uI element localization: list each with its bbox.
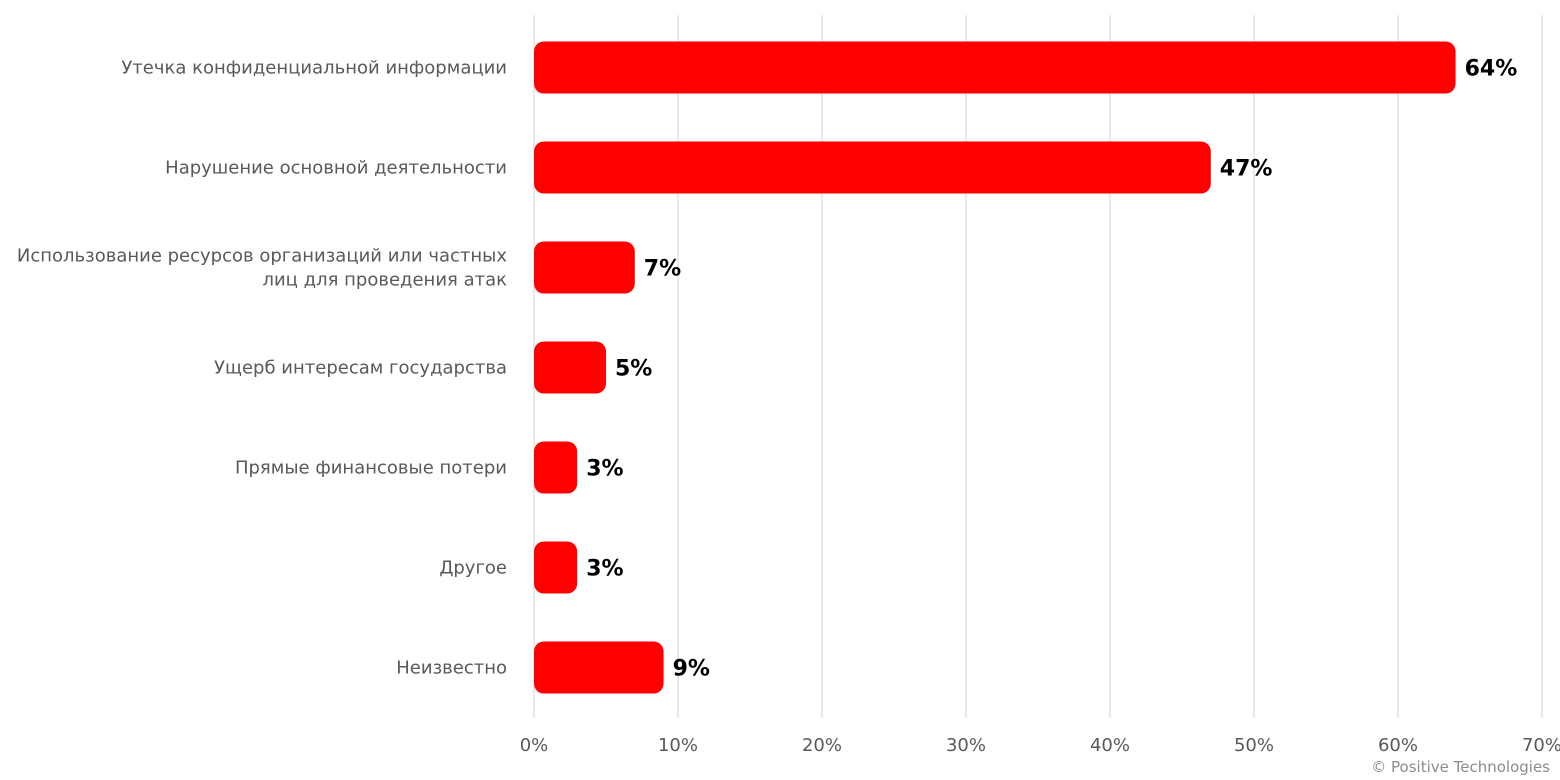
category-label: Утечка конфиденциальной информации bbox=[121, 58, 507, 79]
data-label: 64% bbox=[1465, 57, 1518, 82]
category-label-line: Прямые финансовые потери bbox=[235, 458, 507, 479]
x-tick-label: 70% bbox=[1522, 735, 1560, 756]
data-label: 47% bbox=[1220, 157, 1273, 182]
category-label: Неизвестно bbox=[396, 658, 507, 679]
gridlines bbox=[533, 15, 1543, 718]
data-label: 3% bbox=[586, 557, 623, 582]
category-label: Прямые финансовые потери bbox=[235, 458, 507, 479]
category-label-line: Другое bbox=[439, 558, 507, 579]
x-axis-tick-labels: 0% 10% 20% 30% 40% 50% 60% 70% bbox=[520, 735, 1560, 756]
category-label: Использование ресурсов организаций или ч… bbox=[17, 246, 507, 291]
category-labels: Утечка конфиденциальной информации Наруше… bbox=[17, 58, 507, 679]
category-label: Ущерб интересам государства bbox=[214, 358, 507, 379]
category-label: Другое bbox=[439, 558, 507, 579]
bar bbox=[534, 141, 1211, 194]
bars bbox=[534, 41, 1456, 694]
x-tick-label: 0% bbox=[520, 735, 549, 756]
x-tick-label: 40% bbox=[1090, 735, 1130, 756]
category-label-line: Нарушение основной деятельности bbox=[165, 158, 507, 179]
category-label-line: Ущерб интересам государства bbox=[214, 358, 507, 379]
category-label-line: Утечка конфиденциальной информации bbox=[121, 58, 507, 79]
bar bbox=[534, 241, 635, 294]
data-label: 5% bbox=[615, 357, 652, 382]
category-label: Нарушение основной деятельности bbox=[165, 158, 507, 179]
x-tick-label: 30% bbox=[946, 735, 986, 756]
bar bbox=[534, 441, 578, 494]
x-tick-label: 60% bbox=[1378, 735, 1418, 756]
x-tick-label: 20% bbox=[802, 735, 842, 756]
bar bbox=[534, 641, 664, 694]
x-tick-label: 10% bbox=[658, 735, 698, 756]
x-tick-label: 50% bbox=[1234, 735, 1274, 756]
value-labels: 64% 47% 7% 5% 3% 3% 9% bbox=[586, 57, 1517, 682]
data-label: 7% bbox=[644, 257, 681, 282]
category-label-line: Неизвестно bbox=[396, 658, 507, 679]
category-label-line: лиц для проведения атак bbox=[262, 270, 507, 291]
copyright-notice: © Positive Technologies bbox=[1371, 758, 1550, 776]
data-label: 3% bbox=[586, 457, 623, 482]
bar bbox=[534, 541, 578, 594]
category-label-line: Использование ресурсов организаций или ч… bbox=[17, 246, 507, 267]
data-label: 9% bbox=[673, 657, 710, 682]
bar bbox=[534, 41, 1456, 94]
bar bbox=[534, 341, 606, 394]
